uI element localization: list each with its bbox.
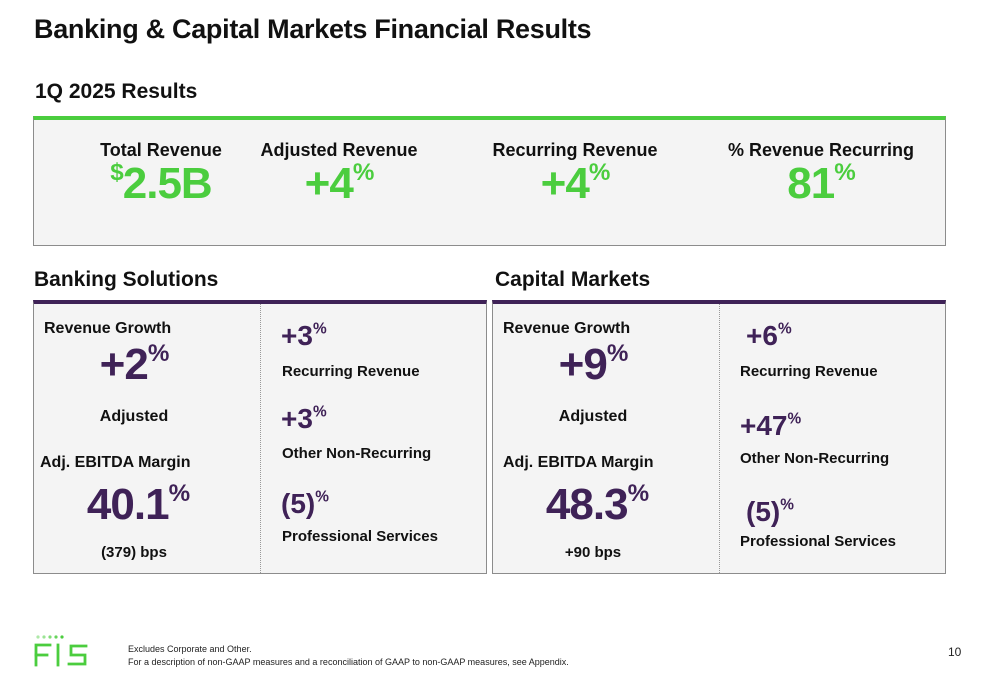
panel-divider (260, 304, 261, 573)
recurring-revenue-label: Recurring Revenue (740, 363, 878, 380)
banking-solutions-title: Banking Solutions (34, 268, 219, 291)
kpi-recurring-revenue: Recurring Revenue +4% (475, 140, 675, 207)
revenue-growth-label: Revenue Growth (503, 320, 631, 337)
kpi-value: 81% (787, 158, 855, 208)
kpi-value: +4% (540, 158, 611, 208)
page-title: Banking & Capital Markets Financial Resu… (34, 14, 592, 44)
recurring-revenue-value: +6% (746, 320, 792, 351)
ebitda-margin-note: +90 bps (564, 544, 622, 561)
kpi-label: Recurring Revenue (492, 140, 658, 160)
fis-logo (34, 634, 94, 668)
footnote-non-gaap: For a description of non-GAAP measures a… (128, 657, 569, 667)
revenue-growth-value: +2% (99, 339, 170, 389)
professional-services-label: Professional Services (282, 528, 438, 545)
professional-services-value: (5)% (281, 488, 329, 519)
page-number: 10 (948, 645, 962, 659)
panel-divider (719, 304, 720, 573)
results-period-heading: 1Q 2025 Results (35, 80, 198, 103)
revenue-growth-label: Revenue Growth (44, 320, 172, 337)
revenue-growth-note: Adjusted (99, 408, 169, 425)
capital-markets-title: Capital Markets (495, 268, 651, 291)
kpi-percent-revenue-recurring: % Revenue Recurring 81% (721, 140, 921, 207)
kpi-panel: Total Revenue $2.5B Adjusted Revenue +4%… (33, 116, 946, 246)
other-non-recurring-label: Other Non-Recurring (740, 450, 890, 467)
banking-solutions-panel: Revenue Growth +2% Adjusted Adj. EBITDA … (33, 300, 487, 574)
kpi-total-revenue: Total Revenue $2.5B (61, 140, 261, 207)
professional-services-label: Professional Services (740, 533, 896, 550)
revenue-growth-note: Adjusted (558, 408, 628, 425)
ebitda-margin-note: (379) bps (101, 544, 167, 561)
fis-logo-icon (34, 635, 88, 667)
other-non-recurring-label: Other Non-Recurring (282, 445, 432, 462)
kpi-label: % Revenue Recurring (727, 140, 915, 160)
ebitda-margin-label: Adj. EBITDA Margin (40, 454, 191, 471)
kpi-value: +4% (304, 158, 375, 208)
ebitda-margin-label: Adj. EBITDA Margin (503, 454, 654, 471)
professional-services-value: (5)% (746, 496, 794, 527)
recurring-revenue-value: +3% (281, 320, 327, 351)
other-non-recurring-value: +3% (281, 403, 327, 434)
other-non-recurring-value: +47% (740, 410, 802, 441)
revenue-growth-value: +9% (558, 339, 629, 389)
kpi-label: Adjusted Revenue (260, 140, 418, 160)
ebitda-margin-value: 40.1% (86, 479, 190, 529)
kpi-label: Total Revenue (100, 140, 222, 160)
recurring-revenue-label: Recurring Revenue (282, 363, 420, 380)
kpi-value: $2.5B (110, 158, 212, 208)
footnote-exclusions: Excludes Corporate and Other. (128, 644, 252, 654)
kpi-adjusted-revenue: Adjusted Revenue +4% (239, 140, 439, 207)
ebitda-margin-value: 48.3% (545, 479, 649, 529)
capital-markets-panel: Revenue Growth +9% Adjusted Adj. EBITDA … (492, 300, 946, 574)
